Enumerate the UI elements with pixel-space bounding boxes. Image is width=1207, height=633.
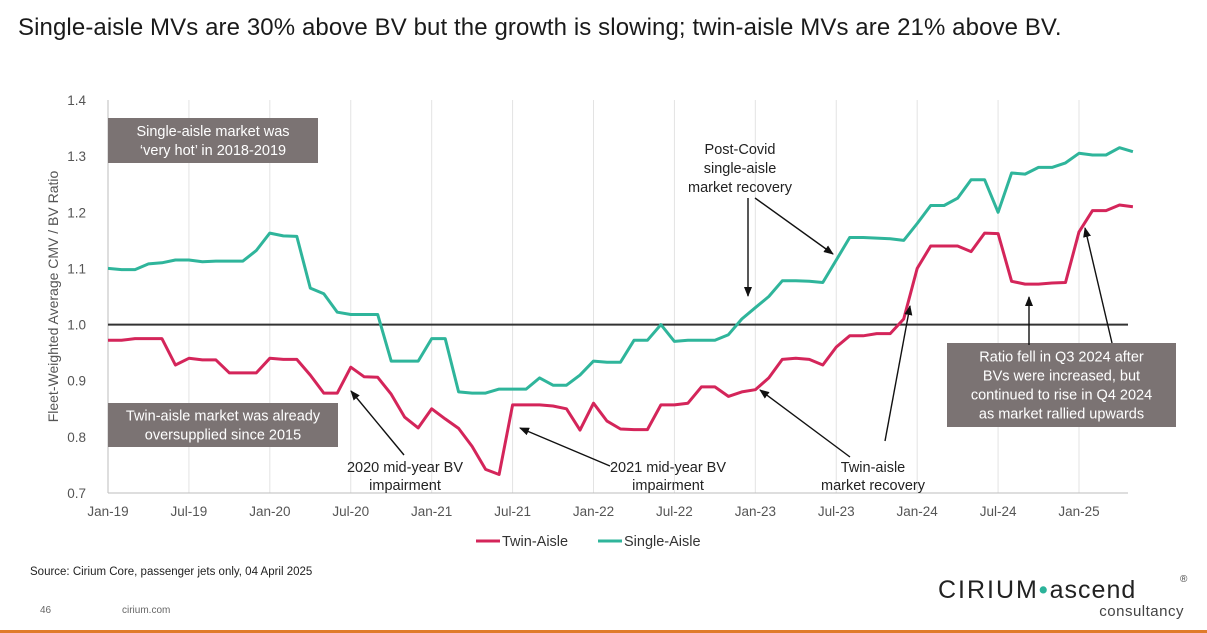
source-note: Source: Cirium Core, passenger jets only… — [30, 566, 313, 578]
x-tick-label: Jan-23 — [735, 504, 776, 519]
y-tick-label: 1.1 — [67, 261, 86, 276]
arrow-twin-recovery-diagonal — [759, 389, 851, 458]
arrow-2021-impairment — [519, 427, 611, 467]
logo-text-cirium: CIRIUM — [938, 576, 1039, 604]
y-tick-label: 1.4 — [67, 93, 86, 108]
footer-rule — [0, 630, 1207, 633]
arrow-ratio-rise — [1083, 227, 1113, 344]
logo-text-consultancy: consultancy — [1099, 603, 1184, 620]
y-axis-title: Fleet-Weighted Average CMV / BV Ratio — [45, 170, 61, 422]
annotation-twin-aisle-oversupplied-box — [108, 403, 338, 447]
annotation-ratio-fell-line: BVs were increased, but — [983, 369, 1140, 385]
y-tick-label: 1.3 — [67, 149, 86, 164]
single-aisle-line — [107, 146, 1134, 395]
annotation-single-aisle-hot-line: ‘very hot’ in 2018-2019 — [140, 143, 286, 159]
annotation-single-aisle-hot-box — [108, 118, 318, 163]
page-number: 46 — [40, 605, 52, 616]
y-tick-label: 0.8 — [67, 430, 86, 445]
twin-aisle-line — [108, 203, 1134, 476]
y-tick-label: 1.0 — [67, 318, 86, 333]
annotation-twin-recovery-line: Twin-aisle — [841, 460, 905, 476]
annotation-ratio-fell-box — [947, 343, 1176, 427]
x-tick-label: Jul-21 — [494, 504, 531, 519]
annotation-post-covid-line: single-aisle — [704, 161, 777, 177]
line-chart: Jan-19 Jul-19 Jan-20 Jul-20 Jan-21 Jul-21 Jan-… — [45, 93, 1176, 550]
y-tick-label: 1.2 — [67, 205, 86, 220]
annotation-ratio-fell-line: as market rallied upwards — [979, 407, 1144, 423]
annotation-2021-impairment-line: impairment — [632, 478, 704, 494]
cirium-ascend-logo: CIRIUM•ascend ® consultancy — [938, 574, 1188, 624]
x-tick-label: Jan-24 — [897, 504, 939, 519]
annotation-2020-impairment-line: impairment — [369, 478, 441, 494]
annotation-2021-impairment-line: 2021 mid-year BV — [610, 460, 726, 476]
annotation-ratio-fell-line: continued to rise in Q4 2024 — [971, 388, 1152, 404]
x-tick-label: Jan-19 — [87, 504, 128, 519]
x-tick-label: Jul-22 — [656, 504, 693, 519]
y-tick-label: 0.7 — [67, 486, 86, 501]
x-tick-label: Jul-24 — [980, 504, 1017, 519]
annotation-single-aisle-hot-line: Single-aisle market was — [136, 124, 289, 140]
x-tick-label: Jan-21 — [411, 504, 452, 519]
arrow-post-covid-diagonal — [754, 197, 834, 255]
logo-text-ascend: ascend — [1049, 576, 1137, 604]
annotation-twin-aisle-oversupplied-line: Twin-aisle market was already — [126, 409, 321, 425]
x-tick-label: Jan-20 — [249, 504, 290, 519]
y-tick-label: 0.9 — [67, 374, 86, 389]
annotation-post-covid-line: Post-Covid — [705, 142, 776, 158]
page-title: Single-aisle MVs are 30% above BV but th… — [18, 14, 1062, 41]
logo-registered: ® — [1180, 574, 1188, 585]
arrow-twin-recovery-up — [884, 305, 913, 442]
annotation-ratio-fell-line: Ratio fell in Q3 2024 after — [979, 350, 1144, 366]
x-tick-label: Jan-25 — [1058, 504, 1099, 519]
x-tick-label: Jul-20 — [332, 504, 369, 519]
annotation-2020-impairment-line: 2020 mid-year BV — [347, 460, 463, 476]
annotation-twin-aisle-oversupplied-line: oversupplied since 2015 — [145, 428, 301, 444]
legend-label-twin-aisle: Twin-Aisle — [502, 534, 568, 550]
x-tick-label: Jul-19 — [171, 504, 208, 519]
site-url: cirium.com — [122, 605, 171, 616]
arrow-2020-impairment — [350, 390, 405, 456]
annotation-post-covid-line: market recovery — [688, 180, 793, 196]
x-tick-label: Jan-22 — [573, 504, 614, 519]
x-tick-label: Jul-23 — [818, 504, 855, 519]
legend-label-single-aisle: Single-Aisle — [624, 534, 701, 550]
annotation-twin-recovery-line: market recovery — [821, 478, 926, 494]
logo-dot: • — [1038, 576, 1050, 604]
